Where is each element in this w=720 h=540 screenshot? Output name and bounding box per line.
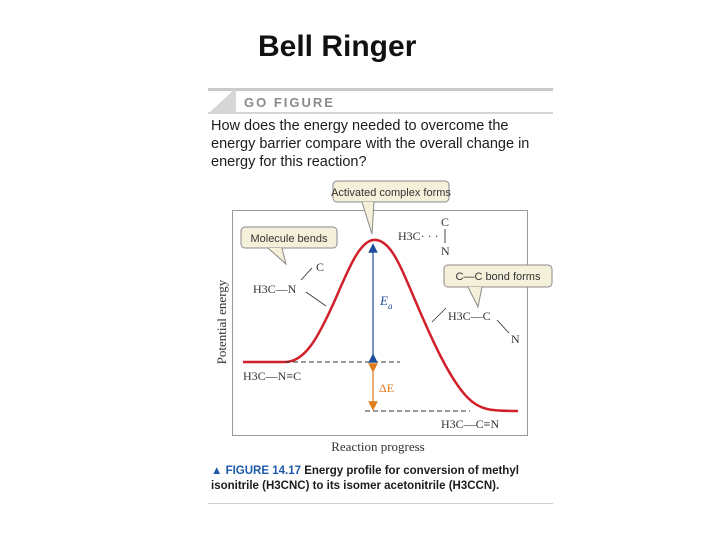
caption-head: ▲ FIGURE 14.17	[211, 465, 301, 477]
callout-activated-box	[332, 180, 450, 203]
callout-bond-pointer	[467, 286, 483, 309]
x-axis-label: Reaction progress	[331, 439, 425, 454]
molecule-ts-c: C	[441, 215, 449, 229]
callout-bends-text: Molecule bends	[250, 233, 328, 245]
slide-title: Bell Ringer	[258, 30, 417, 63]
callout-activated-text: Activated complex forms	[331, 187, 451, 199]
callout-bond-text: C—C bond forms	[456, 271, 541, 283]
delta-e-label: ΔE	[379, 381, 394, 395]
molecule-product-bent-n: N	[511, 332, 520, 346]
ea-label: Ea	[379, 293, 393, 311]
callout-bond-box	[443, 264, 553, 288]
molecule-bent-c: C	[316, 260, 324, 274]
callout-bends-box	[240, 226, 338, 249]
product-bent-leader	[431, 307, 447, 323]
molecule-ts-h3c: H3C· · ·	[398, 229, 439, 243]
molecule-bent-triple-bond	[300, 267, 313, 281]
go-figure-top-rule	[208, 88, 553, 91]
figure-caption: ▲ FIGURE 14.17 Energy profile for conver…	[211, 464, 556, 494]
energy-curve	[243, 238, 519, 413]
go-figure-label: GO FIGURE	[244, 95, 335, 110]
callout-activated-pointer	[361, 201, 375, 235]
molecule-product: H3C—C≡N	[441, 417, 499, 431]
molecule-reactant: H3C—N≡C	[243, 369, 301, 383]
callout-bends-pointer	[267, 247, 287, 266]
go-figure-question: How does the energy needed to overcome t…	[211, 118, 530, 170]
go-figure-triangle-icon	[210, 88, 236, 112]
figure-bottom-rule	[208, 503, 553, 504]
caption-text: Energy profile for conversion of methyl …	[211, 465, 519, 492]
molecule-ts-n: N	[441, 244, 450, 258]
go-figure-bottom-rule	[208, 112, 553, 114]
molecule-product-bent-triple-bond	[496, 319, 510, 334]
y-axis-label: Potential energy	[214, 279, 229, 364]
molecule-bent-h3c: H3C—N	[253, 282, 297, 296]
bent-molecule-leader	[305, 291, 327, 307]
molecule-product-bent-h3c: H3C—C	[448, 309, 491, 323]
